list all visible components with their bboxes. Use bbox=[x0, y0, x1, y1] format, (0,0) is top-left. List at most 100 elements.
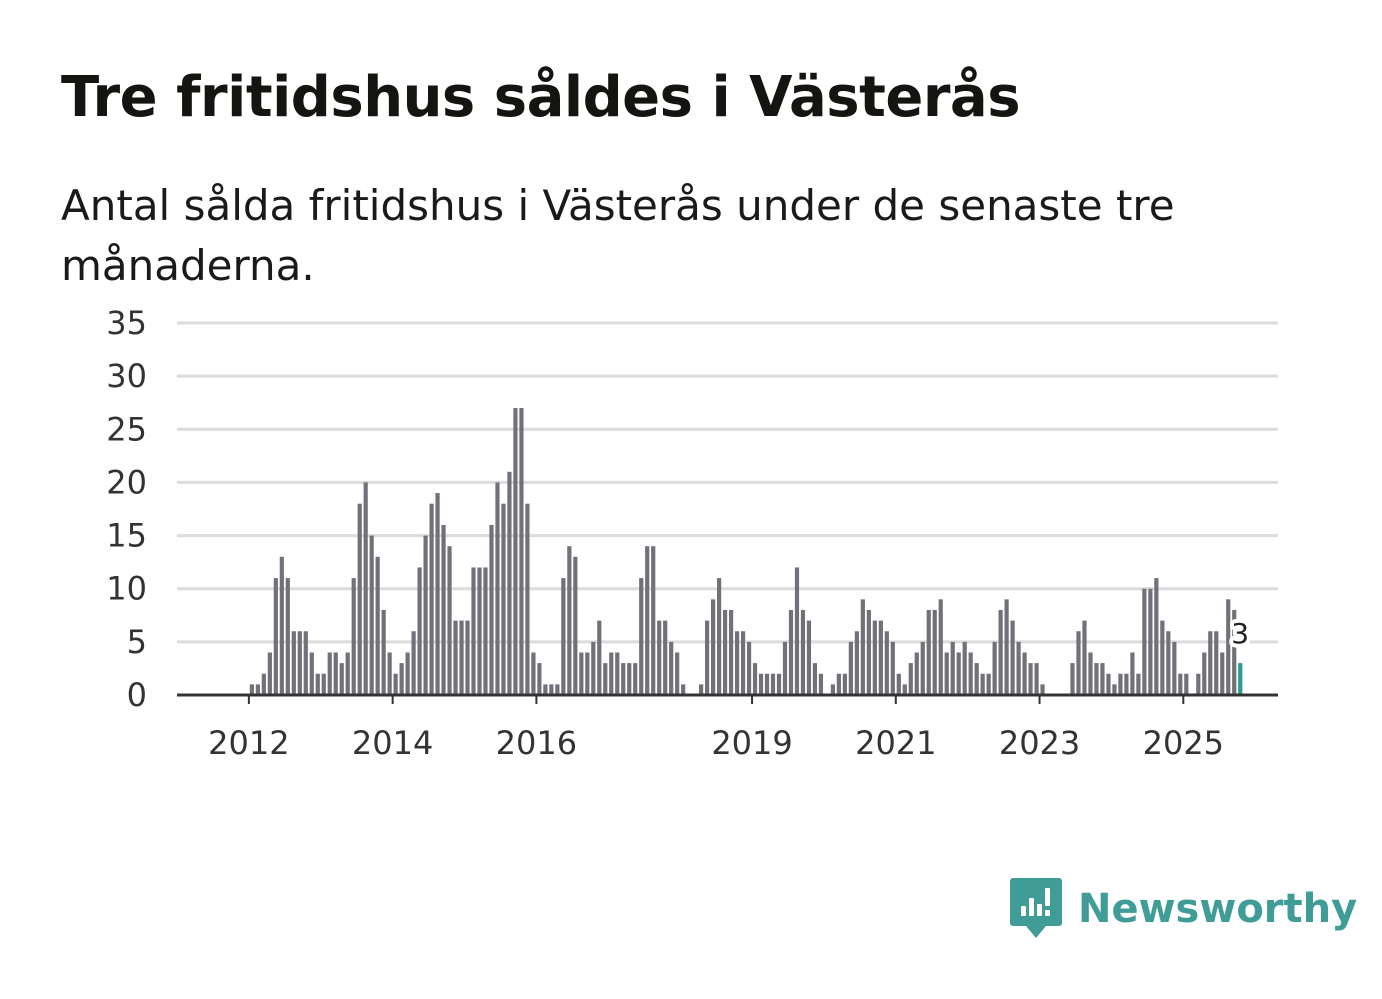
bar bbox=[1196, 673, 1201, 695]
bar bbox=[489, 524, 494, 695]
x-tick-label: 2023 bbox=[999, 724, 1080, 762]
bar bbox=[585, 652, 590, 695]
bar bbox=[788, 609, 794, 695]
bar bbox=[956, 652, 961, 695]
bar bbox=[830, 684, 835, 695]
bar bbox=[944, 652, 949, 695]
bar bbox=[333, 652, 338, 695]
bar bbox=[483, 567, 488, 695]
bar bbox=[746, 641, 752, 695]
bar bbox=[866, 609, 871, 695]
bar bbox=[651, 546, 656, 695]
bar bbox=[291, 631, 296, 695]
bar bbox=[459, 620, 464, 695]
bar bbox=[1118, 673, 1123, 695]
bar bbox=[872, 620, 877, 695]
x-tick-label: 2014 bbox=[352, 724, 433, 762]
chart-subtitle: Antal sålda fritidshus i Västerås under … bbox=[61, 181, 1175, 290]
bar bbox=[770, 673, 776, 695]
bar bbox=[992, 641, 997, 695]
bar bbox=[884, 631, 889, 695]
y-tick-label: 15 bbox=[106, 517, 147, 555]
bar bbox=[345, 652, 350, 695]
bar bbox=[405, 652, 410, 695]
bar bbox=[998, 609, 1003, 695]
bar bbox=[537, 663, 542, 695]
x-tick-label: 2021 bbox=[855, 724, 936, 762]
bar bbox=[411, 631, 416, 695]
bar bbox=[1028, 663, 1033, 695]
bar bbox=[1148, 588, 1153, 695]
bar bbox=[435, 493, 440, 695]
bar bbox=[681, 684, 686, 695]
bar bbox=[639, 578, 644, 695]
bar bbox=[860, 599, 865, 695]
bar bbox=[471, 567, 476, 695]
newsworthy-logo-icon bbox=[1010, 878, 1062, 938]
bar bbox=[1016, 641, 1021, 695]
bar bbox=[974, 663, 979, 695]
bar bbox=[573, 556, 578, 695]
bar bbox=[627, 663, 632, 695]
bar bbox=[1208, 631, 1213, 695]
bar bbox=[1160, 620, 1165, 695]
bar bbox=[1088, 652, 1093, 695]
bar bbox=[297, 631, 302, 695]
bar bbox=[441, 524, 446, 695]
bar bbox=[1214, 631, 1219, 695]
y-tick-label: 25 bbox=[106, 410, 147, 448]
bar bbox=[597, 620, 602, 695]
bar bbox=[591, 641, 596, 695]
bar bbox=[1172, 641, 1177, 695]
gridlines bbox=[177, 321, 1278, 644]
bar bbox=[555, 684, 560, 695]
bar bbox=[1184, 673, 1189, 695]
bar bbox=[1226, 599, 1231, 695]
bar bbox=[273, 578, 278, 695]
bar bbox=[1040, 684, 1045, 695]
bar bbox=[1034, 663, 1039, 695]
bar bbox=[543, 684, 548, 695]
bar bbox=[938, 599, 943, 695]
bar bbox=[968, 652, 973, 695]
y-tick-label: 30 bbox=[106, 357, 147, 395]
bar bbox=[447, 546, 452, 695]
bar bbox=[579, 652, 584, 695]
bar bbox=[519, 408, 524, 695]
bar bbox=[1166, 631, 1171, 695]
bar bbox=[387, 652, 392, 695]
newsworthy-brand[interactable]: Newsworthy bbox=[1010, 878, 1357, 940]
bar bbox=[357, 503, 362, 695]
y-tick-label: 10 bbox=[106, 570, 147, 608]
bar bbox=[339, 663, 344, 695]
bar bbox=[758, 673, 764, 695]
bar bbox=[267, 652, 272, 695]
bar bbox=[549, 684, 554, 695]
bars bbox=[249, 408, 1243, 695]
bar bbox=[423, 535, 428, 695]
bar bbox=[507, 471, 512, 695]
bar bbox=[1136, 673, 1141, 695]
bar bbox=[914, 652, 919, 695]
bar bbox=[303, 631, 308, 695]
bar bbox=[615, 652, 620, 695]
bar bbox=[836, 673, 841, 695]
bar bbox=[1076, 631, 1081, 695]
bar bbox=[776, 673, 782, 695]
bar bbox=[1082, 620, 1087, 695]
bar bbox=[752, 663, 758, 695]
bar bbox=[728, 609, 734, 695]
bar bbox=[1100, 663, 1105, 695]
highlight-data-label: 3 bbox=[1231, 617, 1249, 650]
bar bbox=[926, 609, 931, 695]
bar bbox=[609, 652, 614, 695]
bar bbox=[621, 663, 626, 695]
bar bbox=[1106, 673, 1111, 695]
bar bbox=[495, 482, 500, 695]
bar bbox=[663, 620, 668, 695]
y-tick-label: 20 bbox=[106, 463, 147, 501]
bar bbox=[669, 641, 674, 695]
bar bbox=[890, 641, 895, 695]
bar bbox=[782, 641, 788, 695]
bar bbox=[764, 673, 770, 695]
